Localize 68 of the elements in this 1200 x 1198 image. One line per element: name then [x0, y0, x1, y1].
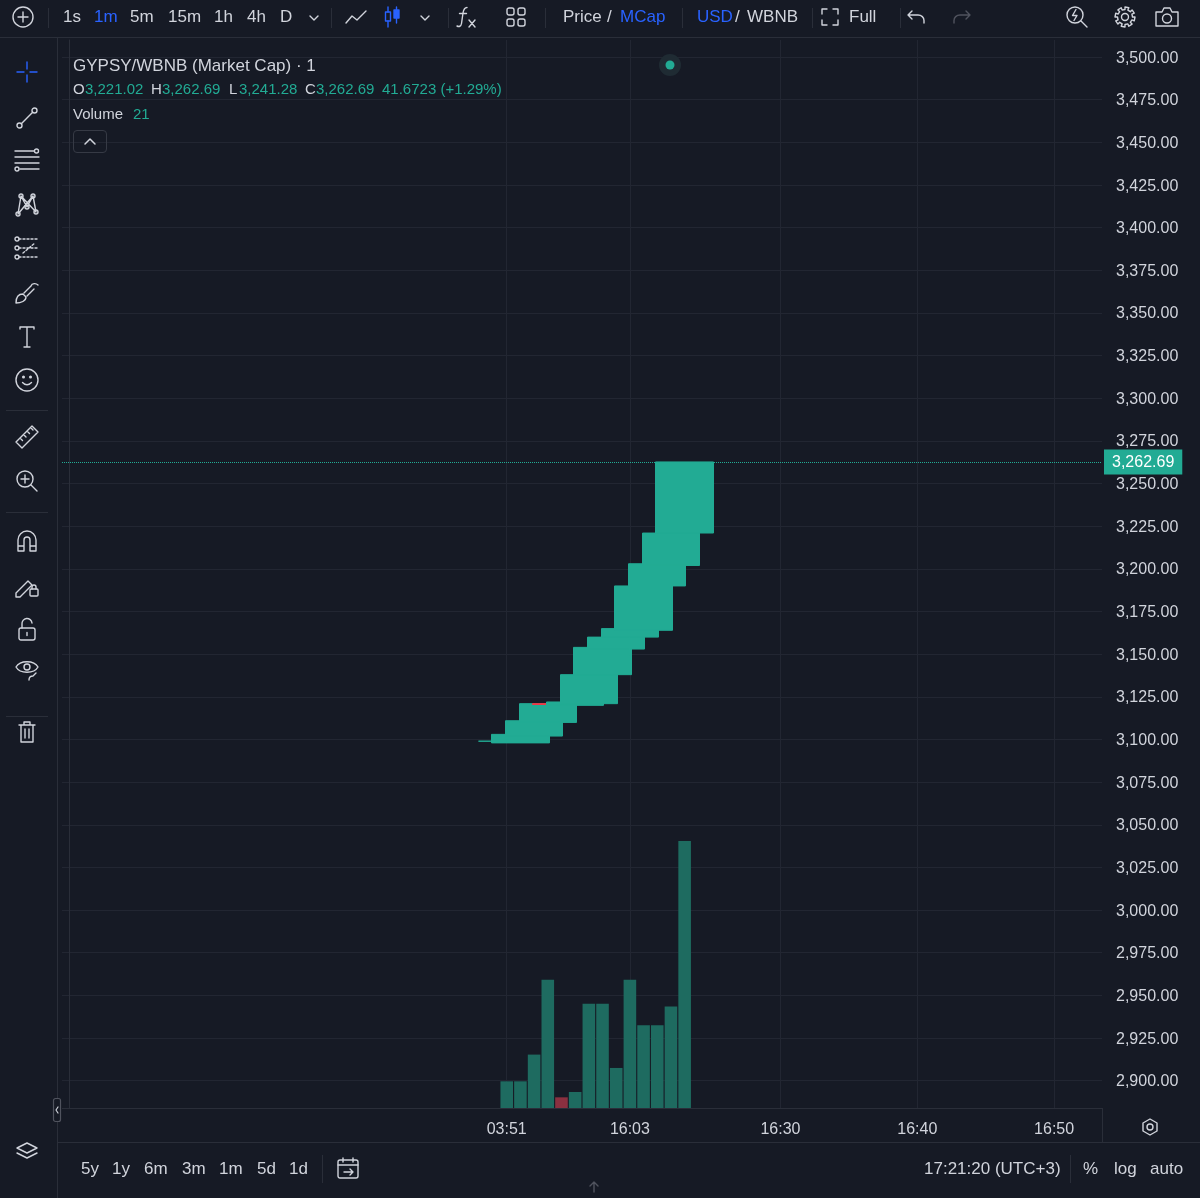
y-tick-label: 3,275.00	[1116, 432, 1179, 450]
annotation: L	[229, 80, 238, 98]
y-tick-label: 3,350.00	[1116, 304, 1179, 322]
y-tick-label: 3,500.00	[1116, 48, 1179, 66]
y-tick-label: 3,300.00	[1116, 389, 1179, 407]
y-tick-label: 3,425.00	[1116, 176, 1179, 194]
annotation: O	[73, 80, 85, 98]
y-tick-label: 3,400.00	[1116, 219, 1179, 237]
x-tick-label: 16:40	[897, 1119, 938, 1137]
x-tick-label: 03:51	[486, 1119, 527, 1137]
text: MCap	[620, 6, 666, 28]
y-tick-label: 3,450.00	[1116, 133, 1179, 151]
ref-line-label: 3,262.69	[1112, 453, 1175, 471]
text: 17:21:20 (UTC+3)	[924, 1158, 1061, 1180]
x-tick-label: 16:03	[609, 1119, 651, 1137]
text: Price	[563, 6, 602, 28]
annotation: 3,241.28	[239, 80, 298, 98]
y-tick-label: 3,375.00	[1116, 261, 1179, 279]
annotation: 3,262.69	[162, 80, 221, 98]
y-tick-label: 3,125.00	[1116, 688, 1179, 706]
y-tick-label: 3,150.00	[1116, 645, 1179, 663]
text: Full	[849, 6, 877, 28]
y-tick-label: 3,050.00	[1116, 816, 1179, 834]
annotation: 21	[133, 105, 150, 123]
text: 1m	[94, 6, 118, 28]
y-tick-label: 2,925.00	[1116, 1029, 1179, 1047]
text: GYPSY/WBNB (Market Cap) · 1	[73, 55, 316, 77]
text: log	[1114, 1158, 1137, 1180]
x-tick-label: 16:30	[760, 1119, 801, 1137]
text: 6m	[144, 1158, 168, 1180]
y-tick-label: 3,325.00	[1116, 347, 1179, 365]
y-tick-label: 3,000.00	[1116, 901, 1179, 919]
y-tick-label: 3,200.00	[1116, 560, 1179, 578]
text: 1y	[112, 1158, 130, 1180]
text: 1m	[219, 1158, 243, 1180]
text: 5m	[130, 6, 154, 28]
text: auto	[1150, 1158, 1184, 1180]
annotation: 3,221.02	[85, 80, 144, 98]
annotation: 41.6723 (+1.29%)	[382, 80, 502, 98]
text: 1h	[214, 6, 233, 28]
y-tick-label: 3,175.00	[1116, 603, 1179, 621]
y-tick-label: 3,250.00	[1116, 475, 1179, 493]
y-tick-label: 3,475.00	[1116, 91, 1179, 109]
annotation: Volume	[73, 105, 124, 123]
text: /	[735, 6, 740, 28]
text: %	[1083, 1158, 1099, 1180]
text: 15m	[168, 6, 202, 28]
text: 5y	[81, 1158, 99, 1180]
y-tick-label: 2,975.00	[1116, 944, 1179, 962]
text: 5d	[257, 1158, 276, 1180]
x-tick-label: 16:50	[1034, 1119, 1075, 1137]
text: 3m	[182, 1158, 206, 1180]
text: 1d	[289, 1158, 308, 1180]
annotation: H	[151, 80, 162, 98]
y-tick-label: 2,950.00	[1116, 986, 1179, 1004]
y-tick-label: 3,225.00	[1116, 517, 1179, 535]
text: 1s	[63, 6, 81, 28]
annotation: 3,262.69	[316, 80, 375, 98]
text: /	[607, 6, 612, 28]
text: 4h	[247, 6, 266, 28]
text: USD	[697, 6, 733, 28]
annotation: C	[305, 80, 316, 98]
y-tick-label: 3,075.00	[1116, 773, 1179, 791]
text: WBNB	[747, 6, 798, 28]
y-tick-label: 3,100.00	[1116, 730, 1179, 748]
text: D	[280, 6, 293, 28]
y-tick-label: 2,900.00	[1116, 1072, 1179, 1090]
y-tick-label: 3,025.00	[1116, 858, 1179, 876]
